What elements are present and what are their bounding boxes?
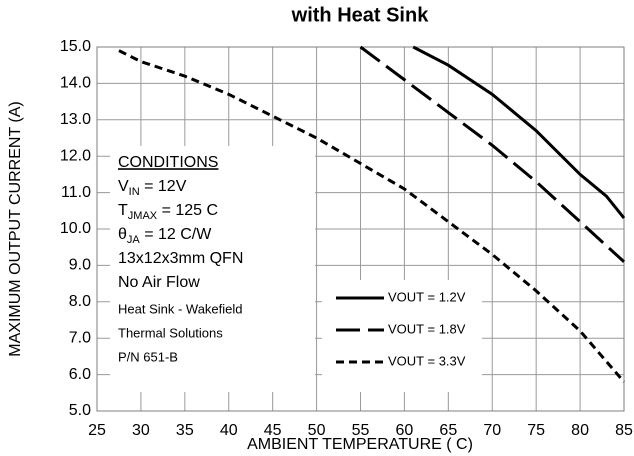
x-tick-label: 60 [396, 422, 414, 439]
y-tick-label: 6.0 [69, 366, 91, 383]
y-axis-label: MAXIMUM OUTPUT CURRENT (A) [7, 101, 24, 356]
conditions-heading: CONDITIONS [118, 154, 218, 171]
x-tick-label: 25 [88, 422, 106, 439]
legend-label: VOUT = 3.3V [388, 353, 466, 368]
condition-line: P/N 651-B [118, 349, 178, 364]
condition-line: No Air Flow [118, 274, 200, 291]
legend-label: VOUT = 1.8V [388, 321, 466, 336]
x-tick-label: 80 [571, 422, 589, 439]
condition-line: VIN = 12V [118, 178, 187, 198]
x-tick-label: 70 [483, 422, 501, 439]
y-tick-label: 7.0 [69, 329, 91, 346]
condition-sub: JMAX [128, 210, 158, 222]
legend-label: VOUT = 1.2V [388, 289, 466, 304]
condition-rest: = 12 C/W [140, 226, 212, 243]
conditions-box [110, 146, 315, 392]
x-tick-label: 85 [615, 422, 633, 439]
condition-line: TJMAX = 125 C [118, 202, 218, 222]
x-tick-label: 65 [439, 422, 457, 439]
y-tick-label: 10.0 [60, 220, 91, 237]
condition-line: θJA = 12 C/W [118, 226, 212, 246]
series-line [118, 49, 626, 383]
y-tick-label: 13.0 [60, 111, 91, 128]
x-axis-label: AMBIENT TEMPERATURE ( C) [247, 436, 473, 453]
condition-line: 13x12x3mm QFN [118, 250, 243, 267]
plot-lines [118, 45, 626, 383]
condition-main: V [118, 178, 129, 195]
x-tick-label: 45 [264, 422, 282, 439]
condition-sub: JA [127, 234, 141, 246]
condition-main: θ [118, 226, 127, 243]
y-tick-label: 12.0 [60, 147, 91, 164]
y-tick-label: 9.0 [69, 257, 91, 274]
series-line [412, 45, 626, 220]
series-line [359, 45, 626, 263]
condition-sub: IN [129, 186, 140, 198]
condition-line: Thermal Solutions [118, 325, 223, 340]
y-tick-label: 8.0 [69, 293, 91, 310]
x-tick-label: 35 [176, 422, 194, 439]
y-tick-label: 5.0 [69, 402, 91, 419]
overlay: CONDITIONS VIN = 12V TJMAX = 125 C θJA = 12… [110, 146, 482, 392]
x-tick-label: 30 [132, 422, 150, 439]
condition-line: Heat Sink - Wakefield [118, 301, 243, 316]
x-tick-label: 50 [308, 422, 326, 439]
y-tick-label: 14.0 [60, 75, 91, 92]
condition-rest: = 12V [140, 178, 187, 195]
x-tick-label: 75 [527, 422, 545, 439]
chart-title: with Heat Sink [291, 4, 430, 26]
x-tick-label: 55 [352, 422, 370, 439]
y-tick-label: 15.0 [60, 38, 91, 55]
condition-main: T [118, 202, 128, 219]
condition-rest: = 125 C [157, 202, 218, 219]
y-tick-label: 11.0 [61, 184, 91, 201]
x-tick-label: 40 [220, 422, 238, 439]
